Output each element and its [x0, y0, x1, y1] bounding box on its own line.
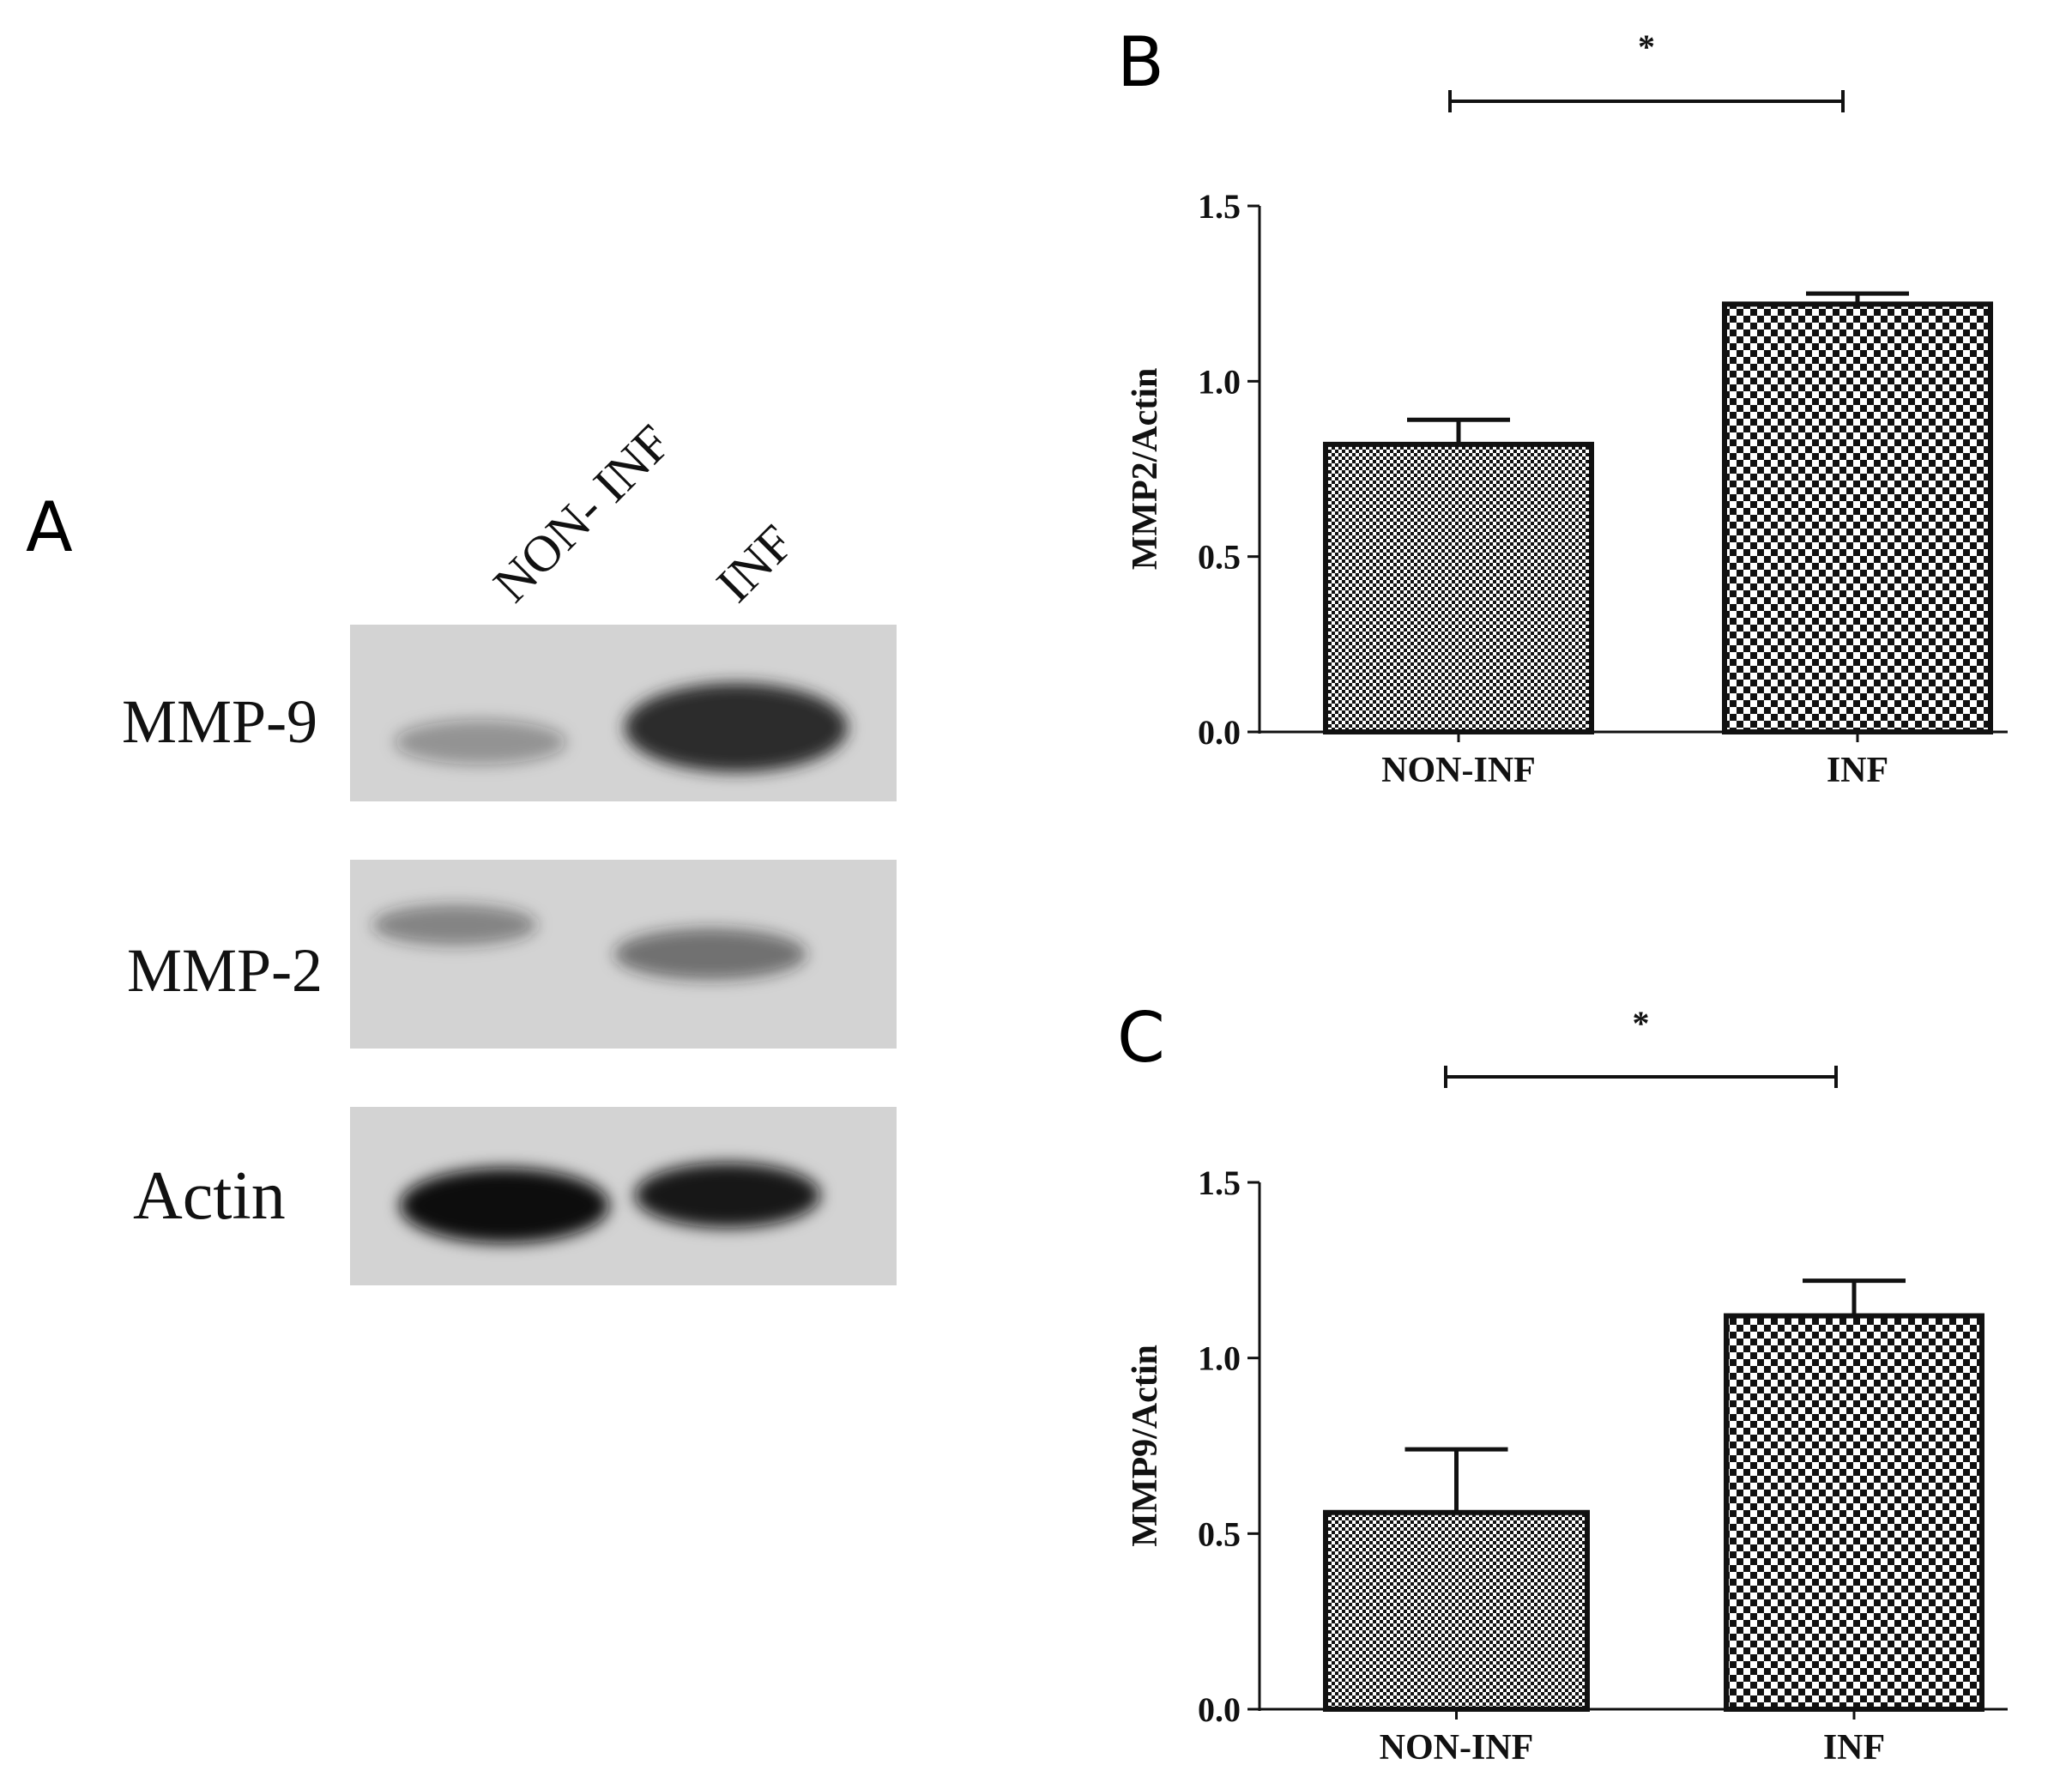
blot-band-actin-non-inf: [400, 1168, 609, 1243]
blot-label-mmp2: MMP-2: [127, 936, 323, 1005]
y-tick-label-c: 1.5: [1198, 1163, 1241, 1202]
blot-band-mmp9-inf: [625, 683, 848, 772]
panel-b-letter: B: [1117, 22, 1164, 102]
bar-c-non-inf: [1323, 1509, 1590, 1712]
panel-a-letter: A: [26, 487, 73, 567]
panel-c-letter: C: [1117, 998, 1165, 1078]
y-tick-label-b: 1.5: [1198, 187, 1241, 226]
blot-band-mmp2-inf: [614, 928, 806, 980]
y-axis-title-c: MMP9/Actin: [1126, 1345, 1165, 1547]
panel-a: A NON- INF INF MMP-9 MMP-2 Actin: [26, 414, 897, 1285]
lane-label-non-inf: NON- INF: [483, 414, 682, 613]
chart-c: 0.0 0.5 1.0 1.5 MMP9/Actin NON-INF INF *: [1126, 1004, 2008, 1768]
y-tick-label-b: 1.0: [1198, 362, 1241, 401]
lane-label-inf: INF: [706, 514, 805, 613]
blot-label-mmp9: MMP-9: [122, 687, 317, 756]
y-tick-label-b: 0.5: [1198, 538, 1241, 577]
significance-star-b: *: [1638, 27, 1655, 66]
x-category-label-b: NON-INF: [1381, 751, 1536, 790]
bar-b-inf: [1722, 301, 1993, 734]
bar-b-non-inf: [1323, 441, 1594, 734]
y-tick-label-c: 0.0: [1198, 1690, 1241, 1729]
y-axis-title-b: MMP2/Actin: [1126, 368, 1165, 571]
blot-band-mmp2-non-inf: [372, 904, 537, 946]
y-tick-label-c: 1.0: [1198, 1339, 1241, 1378]
x-category-label-c: NON-INF: [1380, 1728, 1534, 1768]
y-tick-label-c: 0.5: [1198, 1514, 1241, 1553]
x-category-label-b: INF: [1827, 751, 1888, 790]
blot-band-mmp9-non-inf: [395, 720, 566, 765]
bar-c-inf: [1724, 1313, 1984, 1712]
chart-b: 0.0 0.5 1.0 1.5 MMP2/Actin NON-INF INF *: [1126, 27, 2008, 790]
blot-label-actin: Actin: [133, 1158, 286, 1234]
significance-star-c: *: [1633, 1004, 1650, 1043]
y-tick-label-b: 0.0: [1198, 713, 1241, 752]
x-category-label-c: INF: [1823, 1728, 1885, 1768]
blot-band-actin-inf: [635, 1163, 820, 1228]
